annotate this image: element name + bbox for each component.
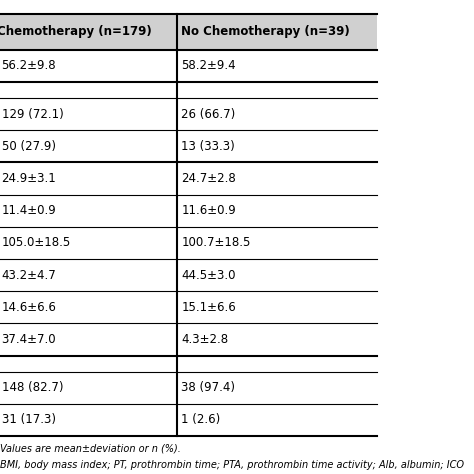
- Text: 105.0±18.5: 105.0±18.5: [1, 237, 71, 249]
- Text: 26 (66.7): 26 (66.7): [181, 108, 236, 121]
- Text: 15.1±6.6: 15.1±6.6: [181, 301, 236, 314]
- Text: 38 (97.4): 38 (97.4): [181, 381, 235, 394]
- Text: Values are mean±deviation or n (%).: Values are mean±deviation or n (%).: [0, 443, 181, 453]
- Text: 14.6±6.6: 14.6±6.6: [1, 301, 56, 314]
- Text: 129 (72.1): 129 (72.1): [1, 108, 63, 121]
- Text: 24.9±3.1: 24.9±3.1: [1, 172, 56, 185]
- Text: 11.6±0.9: 11.6±0.9: [181, 204, 236, 217]
- Text: 50 (27.9): 50 (27.9): [1, 140, 55, 153]
- Text: 58.2±9.4: 58.2±9.4: [181, 59, 236, 73]
- Text: 44.5±3.0: 44.5±3.0: [181, 269, 236, 282]
- Text: 43.2±4.7: 43.2±4.7: [1, 269, 56, 282]
- Text: 56.2±9.8: 56.2±9.8: [1, 59, 56, 73]
- Text: 13 (33.3): 13 (33.3): [181, 140, 235, 153]
- Text: 148 (82.7): 148 (82.7): [1, 381, 63, 394]
- Bar: [0, 14, 377, 50]
- Text: 4.3±2.8: 4.3±2.8: [181, 333, 228, 346]
- Text: 31 (17.3): 31 (17.3): [1, 413, 55, 427]
- Text: 11.4±0.9: 11.4±0.9: [1, 204, 56, 217]
- Text: 1 (2.6): 1 (2.6): [181, 413, 220, 427]
- Text: 100.7±18.5: 100.7±18.5: [181, 237, 251, 249]
- Text: No Chemotherapy (n=39): No Chemotherapy (n=39): [181, 26, 349, 38]
- Text: 24.7±2.8: 24.7±2.8: [181, 172, 236, 185]
- Text: BMI, body mass index; PT, prothrombin time; PTA, prothrombin time activity; Alb,: BMI, body mass index; PT, prothrombin ti…: [0, 460, 464, 470]
- Text: Chemotherapy (n=179): Chemotherapy (n=179): [0, 26, 152, 38]
- Text: 37.4±7.0: 37.4±7.0: [1, 333, 56, 346]
